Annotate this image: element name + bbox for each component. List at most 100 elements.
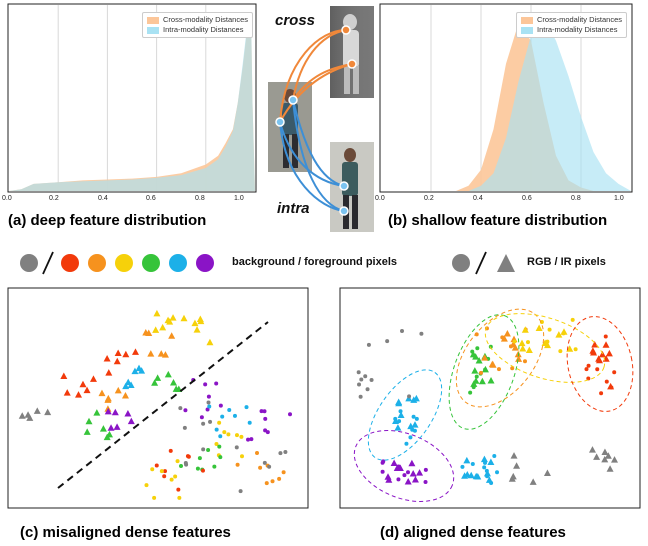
intra-connections <box>279 99 345 212</box>
ir-pixel-marker <box>593 453 601 460</box>
tick-label-a: 0.4 <box>98 195 108 202</box>
rgb-pixel-marker <box>205 407 210 412</box>
rgb-pixel-marker <box>173 474 178 479</box>
rgb-pixel-marker <box>423 480 428 485</box>
rgb-pixel-marker <box>586 363 591 368</box>
ir-pixel-marker <box>197 317 205 325</box>
rgb-pixel-marker <box>246 437 251 442</box>
rgb-pixel-marker <box>488 344 493 349</box>
rgb-pixel-marker <box>525 340 530 345</box>
intra-modality-area <box>468 17 631 191</box>
rgb-pixel-marker <box>176 487 181 492</box>
rgb-pixel-marker <box>179 463 184 468</box>
person-photo-bottom <box>330 142 374 232</box>
rgb-pixel-marker <box>584 367 589 372</box>
rgb-pixel-marker <box>283 450 288 455</box>
rgb-pixel-marker <box>603 334 608 339</box>
rgb-pixel-marker <box>244 405 249 410</box>
ir-pixel-marker <box>180 314 188 322</box>
ir-pixel-marker <box>566 345 574 352</box>
bg-fg-legend-label: background / foreground pixels <box>232 256 398 268</box>
rgb-pixel-marker <box>270 479 275 484</box>
legend-item-cross: Cross-modality Distances <box>147 15 248 25</box>
panel-a-histogram <box>9 14 255 191</box>
rgb-pixel-marker <box>212 464 217 469</box>
rgb-pixel-marker <box>265 430 270 435</box>
rgb-pixel-marker <box>218 403 223 408</box>
rgb-pixel-marker <box>612 370 617 375</box>
ir-pixel-marker <box>99 425 107 432</box>
ir-pixel-marker <box>461 472 469 479</box>
person-photo-top <box>330 6 374 98</box>
rgb-pixel-marker <box>258 465 263 470</box>
ir-pixel-marker <box>591 341 599 348</box>
rgb-pixel-marker <box>163 469 168 474</box>
ir-pixel-marker <box>541 339 549 347</box>
tick-label-a: 0.6 <box>146 195 156 202</box>
ir-pixel-marker <box>407 422 415 430</box>
rgb-pixel-marker <box>570 317 575 322</box>
tick-label-b: 1.0 <box>614 195 624 202</box>
rgb-pixel-marker <box>545 339 550 344</box>
rgb-pixel-marker <box>405 470 410 475</box>
ir-pixel-marker <box>384 473 392 480</box>
legend-label: Cross-modality Distances <box>537 15 623 24</box>
ir-pixel-marker <box>124 409 132 417</box>
ir-pixel-marker <box>605 349 613 357</box>
tick-label-a: 0.0 <box>2 195 12 202</box>
ir-pixel-marker <box>472 472 480 480</box>
tick-label-b: 0.8 <box>571 195 581 202</box>
rgb-pixel-marker <box>218 455 223 460</box>
rgb-pixel-marker <box>396 464 401 469</box>
caption-b: (b) shallow feature distribution <box>388 212 608 229</box>
ir-pixel-marker <box>79 380 87 388</box>
ir-pixel-marker <box>103 355 111 362</box>
rgb-pixel-marker <box>402 473 407 478</box>
ir-pixel-marker <box>107 424 115 431</box>
panel-d-frame <box>339 287 641 509</box>
rgb-pixel-marker <box>182 425 187 430</box>
ir-pixel-marker <box>193 326 201 333</box>
ir-pixel-marker <box>601 448 609 456</box>
rgb-pixel-marker <box>201 447 206 452</box>
rgb-pixel-marker <box>398 409 403 414</box>
ir-pixel-marker <box>611 456 619 463</box>
rgb-pixel-marker <box>208 419 213 424</box>
caption-d: (d) aligned dense features <box>380 524 566 541</box>
rgb-pixel-marker <box>475 346 480 351</box>
ir-pixel-marker <box>170 378 178 386</box>
rgb-pixel-marker <box>407 394 412 399</box>
rgb-pixel-marker <box>492 453 497 458</box>
rgb-pixel-marker <box>496 367 501 372</box>
rgb-pixel-marker <box>366 342 371 347</box>
rgb-pixel-marker <box>400 328 405 333</box>
ir-pixel-marker <box>535 324 543 331</box>
ir-pixel-marker <box>147 350 155 357</box>
ir-pixel-marker <box>164 316 172 324</box>
rgb-pixel-marker <box>264 481 269 486</box>
ir-pixel-marker <box>467 471 475 479</box>
ir-pixel-marker <box>89 375 97 382</box>
ir-pixel-marker <box>409 470 417 477</box>
ir-pixel-marker <box>83 428 91 435</box>
legend-label: Intra-modality Distances <box>163 25 244 34</box>
rgb-pixel-marker <box>218 434 223 439</box>
intra-label: intra <box>277 200 310 217</box>
ir-pixel-marker <box>411 421 419 428</box>
rgb-pixel-marker <box>201 421 206 426</box>
rgb-pixel-marker <box>186 454 191 459</box>
legend-item-intra: Intra-modality Distances <box>521 25 622 35</box>
rgb-pixel-marker <box>470 461 475 466</box>
rgb-pixel-marker <box>178 406 183 411</box>
rgb-pixel-marker <box>599 391 604 396</box>
ir-pixel-marker <box>478 377 486 385</box>
ir-pixel-marker <box>169 314 177 321</box>
rgb-pixel-marker <box>489 480 494 485</box>
ir-pixel-marker <box>75 391 83 398</box>
rgb-pixel-marker <box>247 420 252 425</box>
intra-modality-area <box>9 14 255 191</box>
legend-item-intra: Intra-modality Distances <box>147 25 248 35</box>
ir-pixel-marker <box>487 458 495 466</box>
ir-pixel-marker <box>122 382 130 390</box>
rgb-pixel-marker <box>471 385 476 390</box>
